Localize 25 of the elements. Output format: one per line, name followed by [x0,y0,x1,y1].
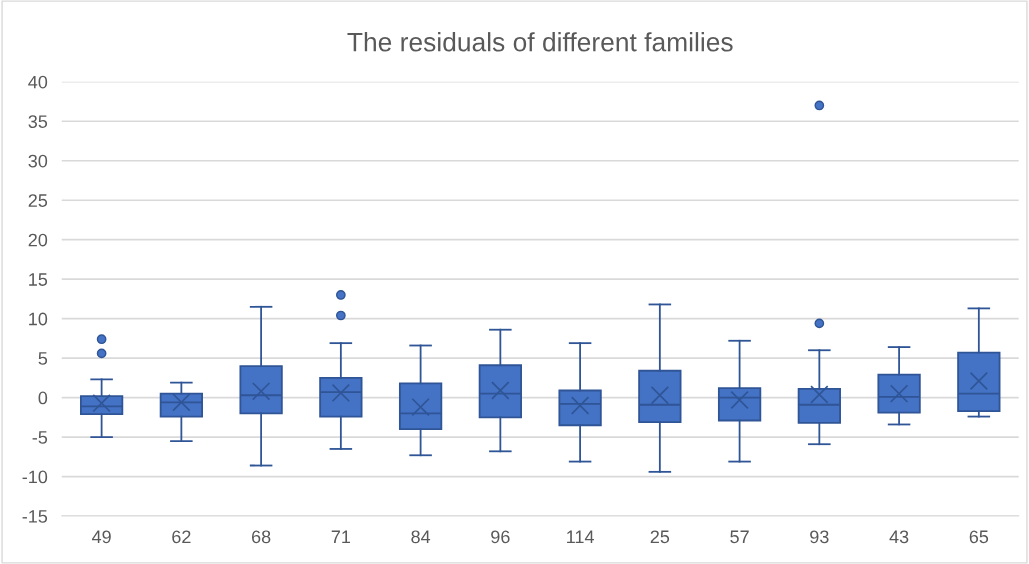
y-tick-label: 5 [38,352,48,365]
x-tick-label: 96 [491,530,510,544]
y-tick-label: 0 [38,391,48,405]
x-tick-label: 68 [251,530,271,544]
x-tick-label: 65 [969,530,989,544]
y-tick-label: 20 [28,233,48,247]
y-tick-label: 35 [28,115,48,128]
y-tick-label: -10 [22,470,48,484]
x-tick-label: 57 [730,530,749,544]
x-tick-label: 25 [650,530,670,544]
chart-title: The residuals of different families [347,32,733,52]
y-tick-label: 40 [28,75,48,89]
x-tick-label: 62 [172,530,191,544]
x-tick-label: 43 [889,530,909,544]
x-tick-label: 71 [331,530,351,544]
y-tick-label: 15 [29,273,48,286]
x-tick-label: 114 [567,530,594,544]
y-tick-label: 25 [28,194,48,207]
x-tick-label: 49 [91,530,111,544]
y-tick-label: 10 [29,312,48,326]
y-tick-label: 30 [28,154,48,168]
y-tick-label: -5 [32,431,48,444]
y-tick-label: -15 [22,510,48,523]
x-tick-label: 93 [810,530,829,544]
x-tick-label: 84 [411,530,431,544]
